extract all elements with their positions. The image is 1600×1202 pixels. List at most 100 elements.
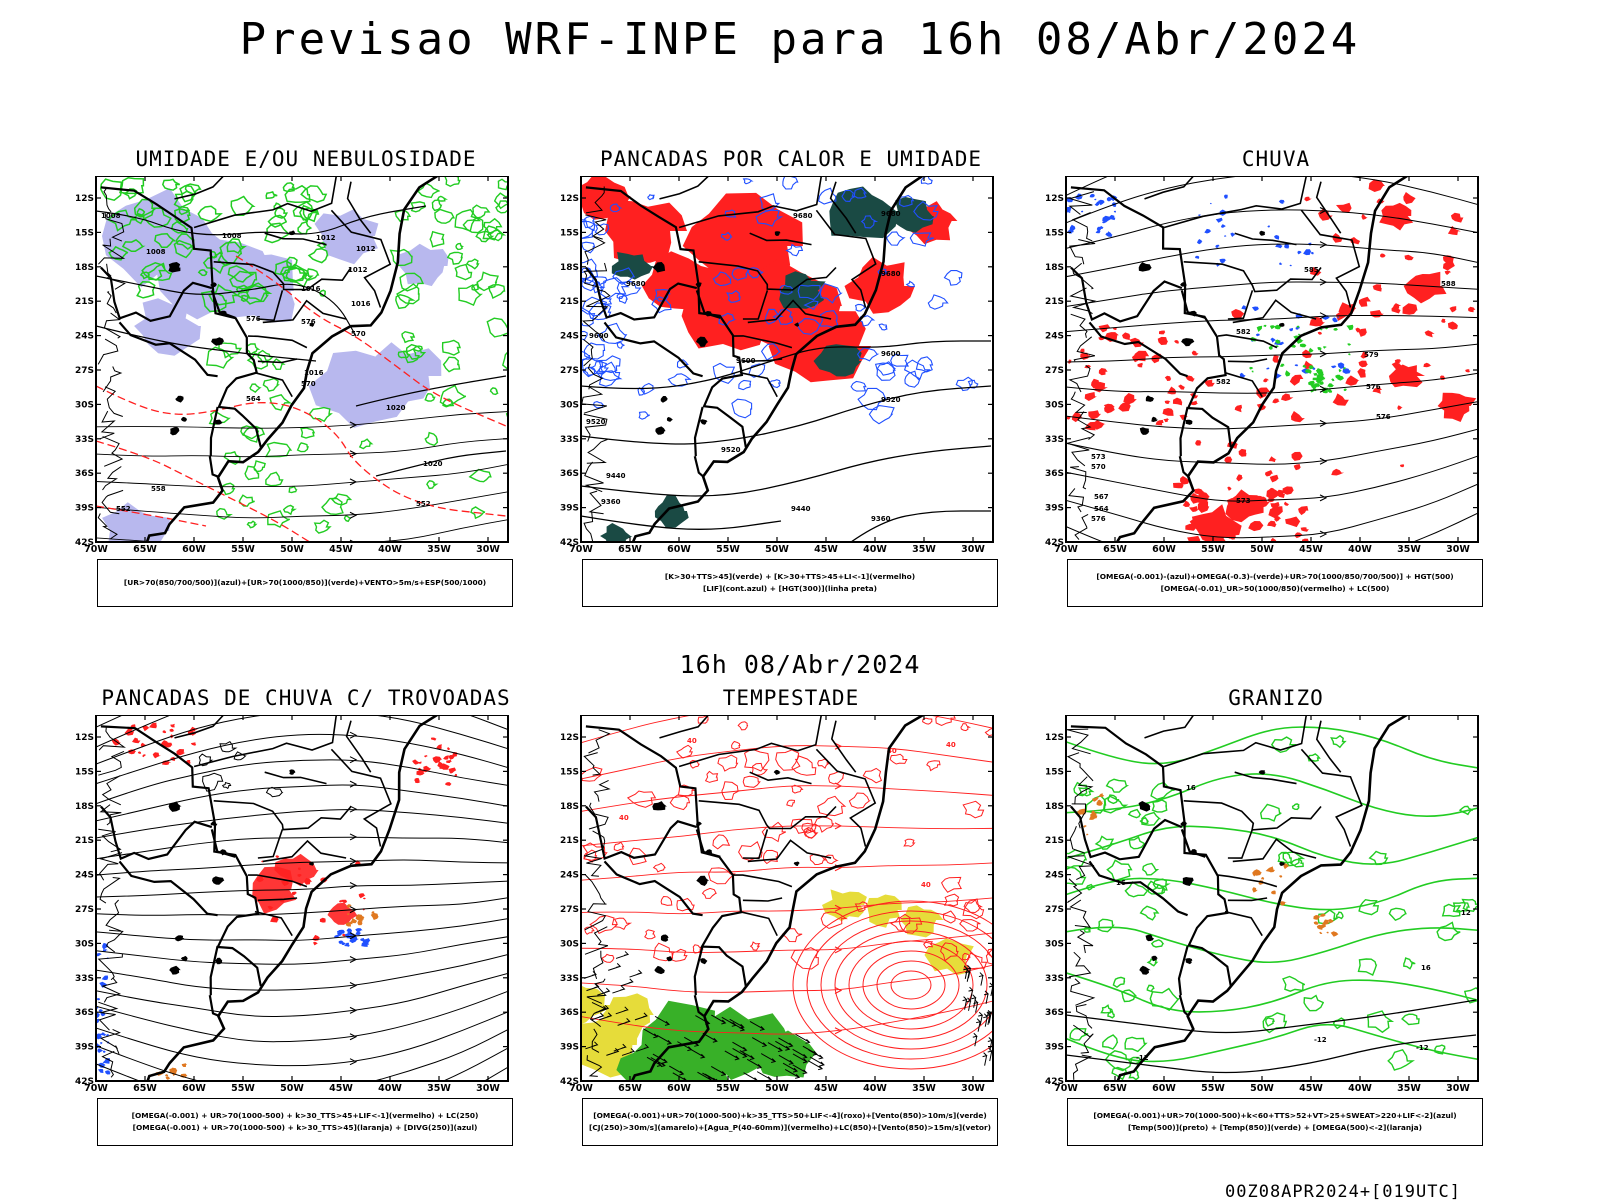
latitude-label: 24S xyxy=(75,871,94,881)
contour-label: 1012 xyxy=(348,266,368,274)
contour-label: 1016 xyxy=(304,369,324,377)
contour-label: 9600 xyxy=(589,332,609,340)
longitude-label: 40W xyxy=(1348,544,1372,555)
legend: [UR>70(850/700/500)](azul)+[UR>70(1000/8… xyxy=(97,559,513,607)
contour-label: 1020 xyxy=(423,460,443,468)
latitude-label: 27S xyxy=(560,366,579,376)
longitude-label: 60W xyxy=(1152,544,1176,555)
longitude-label: 40W xyxy=(378,1083,402,1094)
contour-label: 1012 xyxy=(356,245,376,253)
longitude-label: 55W xyxy=(1201,544,1225,555)
panel-title: GRANIZO xyxy=(1228,686,1324,710)
contour-label: 570 xyxy=(1091,463,1106,471)
legend-line: [OMEGA(-0.001)+UR>70(1000-500)+k<60+TTS>… xyxy=(1093,1111,1457,1120)
latitude-label: 39S xyxy=(75,504,94,514)
contour-label: 16 xyxy=(1421,964,1431,972)
longitude-label: 65W xyxy=(618,544,642,555)
longitude-label: 35W xyxy=(427,544,451,555)
longitude-label: 30W xyxy=(476,1083,500,1094)
contour-label: 1016 xyxy=(351,300,371,308)
longitude-label: 55W xyxy=(1201,1083,1225,1094)
longitude-label: 60W xyxy=(182,544,206,555)
contour-label: 9440 xyxy=(606,472,626,480)
contour-label: 16 xyxy=(1186,784,1196,792)
contour-label: 570 xyxy=(301,380,316,388)
longitude-label: 70W xyxy=(84,1083,108,1094)
latitude-label: 15S xyxy=(1045,767,1064,777)
longitude-label: 50W xyxy=(280,544,304,555)
latitude-label: 21S xyxy=(560,297,579,307)
legend-line: [OMEGA(-0.001)+UR>70(1000-500)+k>35_TTS>… xyxy=(593,1111,987,1120)
panel-tempestade: TEMPESTADE 40 40 40 40 40 12S 15S 18S 21S 24S 27S 3… xyxy=(560,686,1001,1186)
contour-label: 9680 xyxy=(626,280,646,288)
contour-label: 579 xyxy=(1364,351,1379,359)
legend-line: [OMEGA(-0.001)-(azul)+OMEGA(-0.3)-(verde… xyxy=(1096,572,1454,581)
panel-pancadas-trovoadas: PANCADAS DE CHUVA C/ TROVOADAS 12S 15S 18S… xyxy=(75,686,516,1186)
contour-label: 9360 xyxy=(601,498,621,506)
contour-label: 564 xyxy=(246,395,261,403)
contour-label: 40 xyxy=(921,881,931,889)
contour-label: 564 xyxy=(1094,505,1109,513)
latitude-label: 24S xyxy=(1045,871,1064,881)
panel-pancadas-calor: PANCADAS POR CALOR E UMIDADE 9680 9680 968… xyxy=(560,147,1001,647)
contour-label: 9520 xyxy=(721,446,741,454)
contour-label: 1008 xyxy=(146,248,166,256)
contour-label: 1016 xyxy=(301,285,321,293)
latitude-label: 21S xyxy=(75,297,94,307)
latitude-label: 36S xyxy=(1045,469,1064,479)
longitude-label: 50W xyxy=(765,544,789,555)
longitude-label: 50W xyxy=(280,1083,304,1094)
longitude-label: 50W xyxy=(1250,1083,1274,1094)
contour-label: 552 xyxy=(116,505,131,513)
latitude-label: 27S xyxy=(1045,366,1064,376)
contour-label: 40 xyxy=(946,741,956,749)
map: 582 585 588 582 579 576 576 573 570 567 564 576 573 1… xyxy=(1045,176,1479,555)
longitude-label: 70W xyxy=(84,544,108,555)
map: 1008 1008 1008 1012 1012 1012 1016 1016 1016 1020… xyxy=(75,176,509,555)
contour-label: 1008 xyxy=(222,232,242,240)
latitude-label: 30S xyxy=(75,400,94,410)
latitude-label: 33S xyxy=(75,974,94,984)
longitude-label: 30W xyxy=(476,544,500,555)
legend-line: [OMEGA(-0.01)_UR>50(1000/850)(vermelho) … xyxy=(1160,584,1390,593)
latitude-label: 42S xyxy=(560,1077,579,1087)
latitude-label: 15S xyxy=(560,767,579,777)
latitude-label: 18S xyxy=(560,263,579,273)
longitude-label: 30W xyxy=(961,544,985,555)
contour-label: 588 xyxy=(1441,280,1456,288)
contour-label: 576 xyxy=(301,318,316,326)
longitude-label: 45W xyxy=(1299,1083,1323,1094)
forecast-time-label: 16h 08/Abr/2024 xyxy=(679,650,921,679)
latitude-label: 15S xyxy=(75,228,94,238)
latitude-label: 39S xyxy=(75,1043,94,1053)
contour-label: 9440 xyxy=(791,505,811,513)
contour-label: 40 xyxy=(619,814,629,822)
panel-title: UMIDADE E/OU NEBULOSIDADE xyxy=(135,147,477,171)
legend-line: [Temp(500)](preto) + [Temp(850)](verde) … xyxy=(1127,1123,1423,1132)
longitude-label: 35W xyxy=(912,544,936,555)
latitude-label: 12S xyxy=(75,194,94,204)
contour-label: 573 xyxy=(1236,497,1251,505)
latitude-label: 36S xyxy=(75,469,94,479)
longitude-label: 40W xyxy=(863,544,887,555)
latitude-label: 21S xyxy=(75,836,94,846)
panel-title: PANCADAS POR CALOR E UMIDADE xyxy=(599,147,982,171)
latitude-label: 39S xyxy=(560,1043,579,1053)
latitude-label: 24S xyxy=(560,871,579,881)
contour-label: 585 xyxy=(1304,266,1319,274)
longitude-label: 30W xyxy=(961,1083,985,1094)
longitude-label: 60W xyxy=(182,1083,206,1094)
latitude-label: 24S xyxy=(560,332,579,342)
contour-label: 582 xyxy=(1216,378,1231,386)
contour-label: 576 xyxy=(246,315,261,323)
contour-label: 576 xyxy=(1366,383,1381,391)
contour-label: 1020 xyxy=(386,404,406,412)
contour-label: 552 xyxy=(416,500,431,508)
panel-title: PANCADAS DE CHUVA C/ TROVOADAS xyxy=(101,686,511,710)
legend: [OMEGA(-0.001) + UR>70(1000-500) + k>30_… xyxy=(97,1098,513,1146)
longitude-label: 65W xyxy=(1103,1083,1127,1094)
latitude-label: 33S xyxy=(560,435,579,445)
latitude-label: 12S xyxy=(560,733,579,743)
longitude-label: 70W xyxy=(1054,1083,1078,1094)
latitude-label: 21S xyxy=(560,836,579,846)
